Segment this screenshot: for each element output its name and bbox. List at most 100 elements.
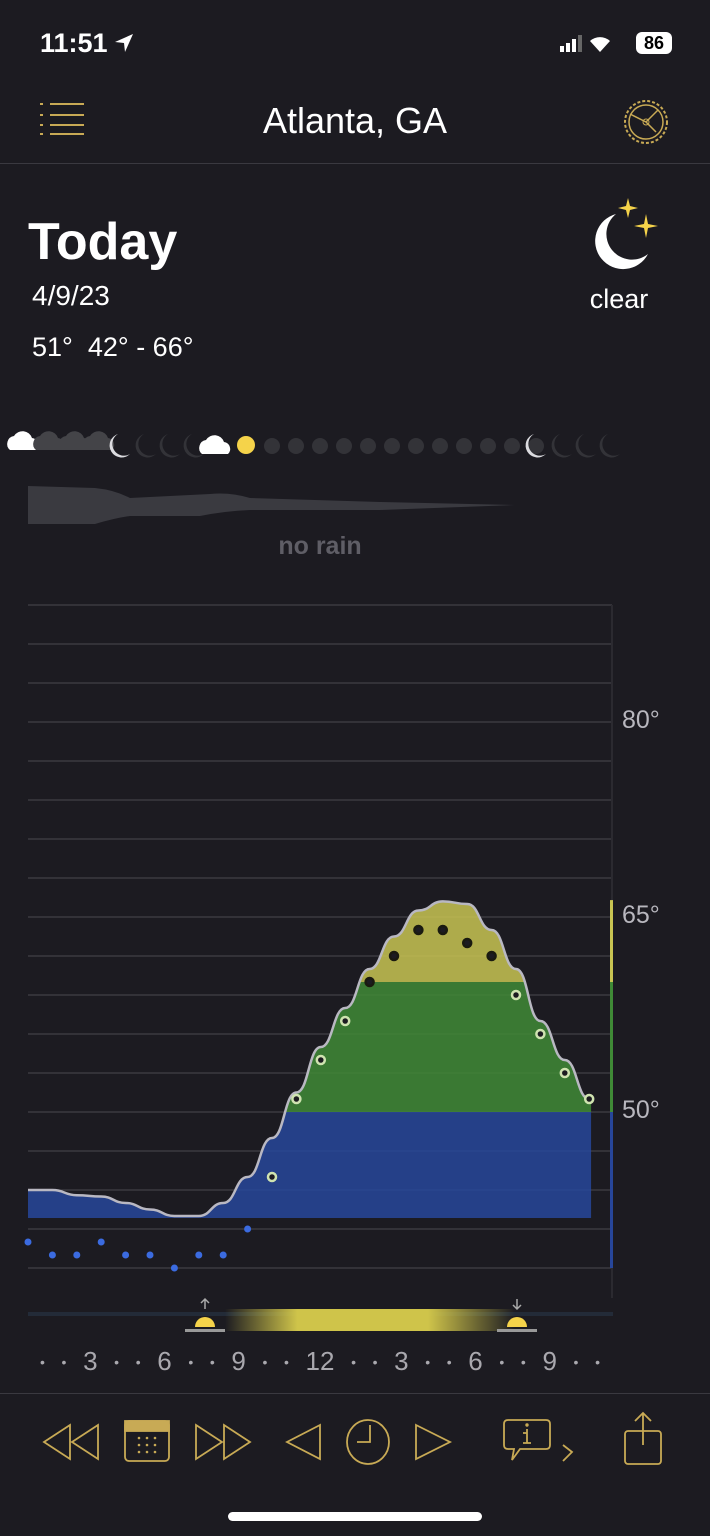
cloud-icon: [59, 431, 91, 450]
hourly-conditions-strip[interactable]: [0, 420, 710, 470]
moon-icon: [159, 434, 180, 458]
forward-day-icon[interactable]: [195, 1423, 252, 1461]
axis-color-bar: [610, 900, 613, 982]
bottom-toolbar: [42, 1411, 662, 1465]
list-icon[interactable]: [38, 100, 86, 138]
location-arrow-icon: [115, 34, 133, 52]
hour-dot: •: [262, 1353, 268, 1370]
hourly-dot: [559, 1067, 571, 1079]
condition-label: clear: [589, 284, 649, 314]
moon-stars-icon: [595, 198, 658, 270]
hourly-dot: [146, 1251, 154, 1259]
hour-dot: •: [351, 1353, 356, 1370]
hourly-dot: [291, 1093, 302, 1105]
hourly-dot: [48, 1251, 56, 1259]
next-hour-icon[interactable]: [415, 1423, 453, 1461]
signal-wifi-icon: [560, 35, 610, 52]
hourly-dot: [97, 1238, 105, 1246]
hour-dot: •: [209, 1353, 215, 1370]
axis-color-bar: [610, 982, 613, 1112]
moon-icon: [183, 434, 204, 458]
hour-dot: •: [595, 1353, 600, 1370]
sun-icon: [480, 438, 496, 454]
sun-icon: [288, 438, 304, 454]
hourly-dot: [219, 1251, 227, 1259]
date-label: 4/9/23: [32, 280, 110, 311]
hour-dot: •: [188, 1353, 194, 1370]
hourly-dot: [388, 950, 400, 962]
hourly-dot: [583, 1093, 595, 1105]
hour-label: 9: [542, 1346, 557, 1376]
hourly-dot: [486, 950, 497, 962]
previous-hour-icon[interactable]: [285, 1423, 321, 1461]
hour-dot: •: [135, 1353, 141, 1370]
hourly-dot: [24, 1238, 32, 1246]
temp-range: 42° - 66°: [87, 332, 194, 362]
sun-icon: [456, 438, 472, 454]
clock-icon[interactable]: [346, 1419, 390, 1465]
temperature-summary: 51° 42° - 66°: [32, 332, 194, 363]
sun-icon: [408, 438, 424, 454]
dial-icon[interactable]: [620, 96, 672, 148]
hour-label: 9: [231, 1346, 246, 1376]
hourly-dot: [339, 1015, 351, 1027]
hour-label: 3: [394, 1346, 409, 1376]
precipitation-label: no rain: [278, 532, 362, 560]
home-indicator: [228, 1512, 482, 1521]
moon-icon: [135, 434, 156, 458]
y-tick-label: 80°: [622, 706, 660, 734]
y-tick-label: 50°: [622, 1096, 660, 1124]
cloud-icon: [83, 431, 115, 450]
hour-label: 3: [83, 1346, 98, 1376]
daylight-bar: [28, 1297, 613, 1332]
sunrise-icon: [185, 1297, 225, 1332]
sun-icon: [528, 438, 544, 454]
hour-dot: •: [372, 1353, 378, 1370]
calendar-icon[interactable]: [124, 1420, 170, 1462]
hourly-dot: [73, 1251, 81, 1259]
hourly-dot: [266, 1171, 278, 1183]
share-icon[interactable]: [624, 1411, 662, 1465]
hour-dot: •: [425, 1353, 431, 1370]
hourly-dot: [510, 989, 522, 1001]
y-tick-label: 65°: [622, 901, 660, 929]
cloud-icon: [7, 431, 39, 450]
sun-icon: [384, 438, 400, 454]
temperature-curve: [28, 900, 590, 1218]
temperature-bands: [28, 901, 592, 1218]
hour-label: 6: [157, 1346, 172, 1376]
temperature-chart[interactable]: [0, 580, 710, 1310]
hourly-dot: [413, 924, 424, 936]
current-temp: 51°: [32, 332, 73, 362]
sun-icon: [336, 438, 352, 454]
hourly-dot: [170, 1264, 178, 1272]
sun-icon: [312, 438, 328, 454]
axis-color-bar: [610, 1112, 613, 1268]
moon-icon: [551, 434, 572, 458]
rewind-day-icon[interactable]: [42, 1423, 99, 1461]
precipitation-graph: [28, 486, 515, 524]
hour-dot: •: [40, 1353, 45, 1370]
hourly-dot: [364, 976, 375, 988]
hour-label: 12: [305, 1346, 335, 1376]
hourly-dot: [461, 937, 473, 949]
hourly-dot: [535, 1028, 546, 1040]
moon-icon: [575, 434, 596, 458]
hourly-dot: [437, 924, 449, 936]
moon-icon: [599, 434, 620, 458]
moon-icon: [525, 434, 546, 458]
header-divider: [0, 163, 710, 164]
sun-icon: [237, 436, 255, 454]
sun-icon: [360, 438, 376, 454]
hour-dot: •: [520, 1353, 526, 1370]
info-icon[interactable]: [503, 1419, 574, 1462]
moon-icon: [109, 434, 130, 458]
hour-dot: •: [499, 1353, 505, 1370]
hour-axis: • • 3 • • 6 • • 9 • • 12 • • 3 • • 6 • • 9 • •: [40, 1346, 600, 1377]
sunset-icon: [497, 1299, 537, 1332]
hour-label: 6: [468, 1346, 483, 1376]
day-title: Today: [28, 213, 178, 271]
location-title[interactable]: Atlanta, GA: [262, 100, 448, 141]
hourly-dot: [244, 1225, 252, 1233]
cloud-icon: [199, 435, 231, 454]
